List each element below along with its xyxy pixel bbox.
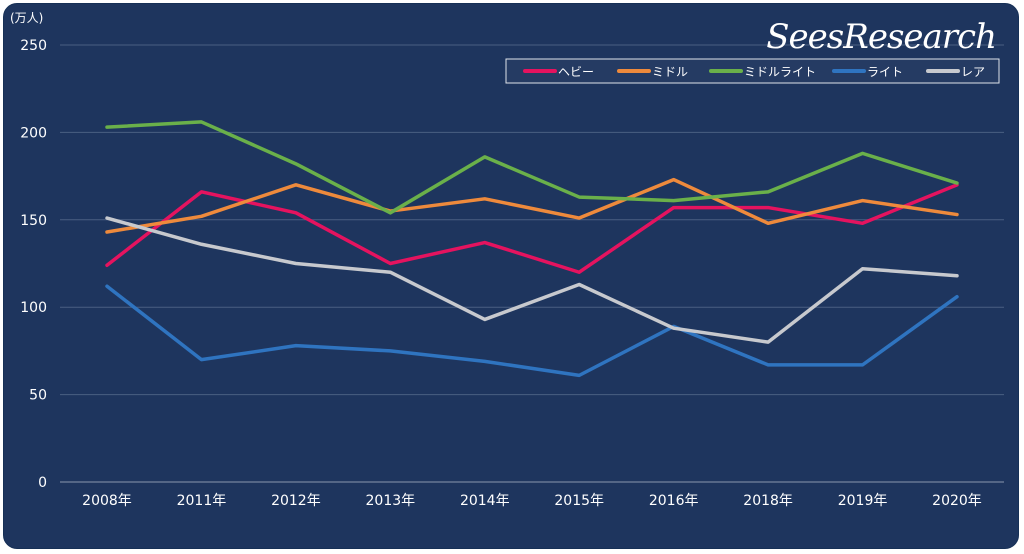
- series-line: [105, 177, 959, 234]
- y-tick-label: 50: [29, 388, 47, 404]
- y-tick-label: 250: [20, 38, 47, 54]
- legend: ヘビー ミドル ミドルライト ライト レア: [523, 65, 985, 79]
- legend-label: レア: [961, 65, 985, 79]
- series-line: [105, 284, 959, 378]
- series-line: [105, 216, 959, 344]
- y-axis-ticks: 0 50 100 150 200 250: [20, 38, 47, 491]
- x-tick-label: 2014年: [460, 493, 510, 509]
- x-tick-label: 2013年: [366, 493, 416, 509]
- legend-label: ミドルライト: [744, 65, 816, 79]
- brand-logo: SeesResearch: [766, 17, 996, 57]
- x-axis-ticks: 2008年 2011年 2012年 2013年 2014年 2015年 2016年 2018年…: [82, 493, 982, 509]
- x-tick-label: 2020年: [932, 493, 982, 509]
- y-tick-label: 100: [20, 300, 47, 316]
- y-axis-unit: (万人): [10, 11, 43, 25]
- y-tick-label: 150: [20, 213, 47, 229]
- series-line: [105, 120, 959, 215]
- series-lines: [105, 120, 959, 378]
- y-tick-label: 0: [38, 475, 47, 491]
- legend-label: ヘビー: [558, 65, 594, 79]
- x-tick-label: 2011年: [177, 493, 227, 509]
- legend-label: ライト: [867, 65, 903, 79]
- x-tick-label: 2016年: [649, 493, 699, 509]
- gridlines: [60, 44, 1004, 483]
- x-tick-label: 2012年: [271, 493, 321, 509]
- legend-label: ミドル: [652, 65, 688, 79]
- chart-panel: [3, 3, 1019, 549]
- x-tick-label: 2015年: [554, 493, 604, 509]
- x-tick-label: 2018年: [743, 493, 793, 509]
- x-tick-label: 2019年: [838, 493, 888, 509]
- x-tick-label: 2008年: [82, 493, 132, 509]
- series-line: [105, 183, 959, 274]
- y-tick-label: 200: [20, 125, 47, 141]
- legend-box: [505, 58, 1000, 84]
